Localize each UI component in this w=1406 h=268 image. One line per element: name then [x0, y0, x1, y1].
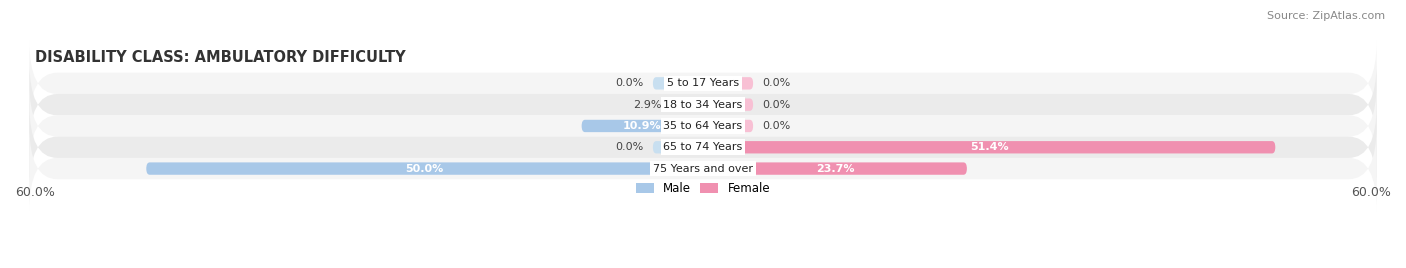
- Text: 23.7%: 23.7%: [815, 163, 855, 174]
- Text: 5 to 17 Years: 5 to 17 Years: [666, 78, 740, 88]
- FancyBboxPatch shape: [703, 120, 754, 132]
- Text: 51.4%: 51.4%: [970, 142, 1008, 152]
- Legend: Male, Female: Male, Female: [631, 177, 775, 200]
- FancyBboxPatch shape: [30, 62, 1376, 147]
- Text: 0.0%: 0.0%: [616, 142, 644, 152]
- FancyBboxPatch shape: [703, 77, 754, 90]
- Text: DISABILITY CLASS: AMBULATORY DIFFICULTY: DISABILITY CLASS: AMBULATORY DIFFICULTY: [35, 50, 405, 65]
- FancyBboxPatch shape: [652, 141, 703, 154]
- FancyBboxPatch shape: [703, 141, 1275, 154]
- Text: 65 to 74 Years: 65 to 74 Years: [664, 142, 742, 152]
- Text: 0.0%: 0.0%: [762, 78, 790, 88]
- FancyBboxPatch shape: [703, 98, 754, 111]
- FancyBboxPatch shape: [30, 41, 1376, 126]
- Text: 75 Years and over: 75 Years and over: [652, 163, 754, 174]
- FancyBboxPatch shape: [30, 126, 1376, 211]
- Text: 0.0%: 0.0%: [762, 121, 790, 131]
- Text: 2.9%: 2.9%: [633, 100, 662, 110]
- FancyBboxPatch shape: [703, 162, 967, 175]
- Text: 35 to 64 Years: 35 to 64 Years: [664, 121, 742, 131]
- Text: 0.0%: 0.0%: [762, 100, 790, 110]
- Text: 0.0%: 0.0%: [616, 78, 644, 88]
- FancyBboxPatch shape: [671, 98, 703, 111]
- FancyBboxPatch shape: [30, 83, 1376, 169]
- Text: 50.0%: 50.0%: [405, 163, 444, 174]
- Text: 18 to 34 Years: 18 to 34 Years: [664, 100, 742, 110]
- FancyBboxPatch shape: [30, 105, 1376, 190]
- FancyBboxPatch shape: [652, 77, 703, 90]
- Text: Source: ZipAtlas.com: Source: ZipAtlas.com: [1267, 11, 1385, 21]
- FancyBboxPatch shape: [146, 162, 703, 175]
- FancyBboxPatch shape: [582, 120, 703, 132]
- Text: 10.9%: 10.9%: [623, 121, 662, 131]
